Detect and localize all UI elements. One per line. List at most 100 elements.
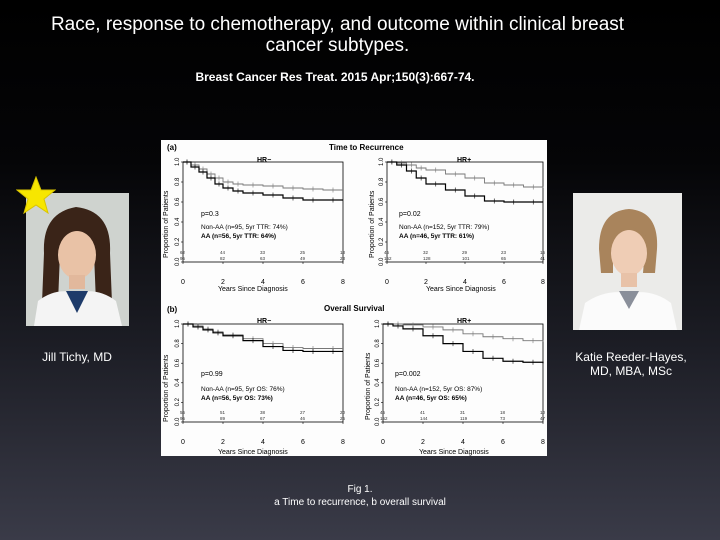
figure-caption-text: a Time to recurrence, b overall survival <box>274 497 446 508</box>
a-hrneg-at-risk-count: 13 <box>340 250 346 255</box>
b-hrpos-at-risk-count: 119 <box>460 416 468 421</box>
a-hrpos-at-risk-count: 101 <box>462 256 470 261</box>
a-hrpos-xtick-label: 4 <box>463 279 467 286</box>
a-hrneg-at-risk-count: 49 <box>300 256 306 261</box>
b-hrpos-title: HR+ <box>457 318 471 325</box>
portrait-katie-reeder-hayes <box>573 193 682 330</box>
figure-caption: Fig 1. a Time to recurrence, b overall s… <box>200 483 520 509</box>
a-hrneg-title: HR− <box>257 157 271 164</box>
b-hrneg-at-risk-count: 56 <box>180 410 186 415</box>
b-hrpos-curve-aa <box>383 323 544 364</box>
a-hrneg-at-risk-count: 25 <box>300 250 306 255</box>
a-hrneg-xtick-label: 6 <box>301 279 305 286</box>
panel-a-label: (a) <box>167 143 177 152</box>
a-hrneg-pvalue: p=0.3 <box>201 211 219 218</box>
a-hrneg-xtick-label: 0 <box>181 279 185 286</box>
a-hrpos-xtick-label: 8 <box>541 279 545 286</box>
b-hrpos-at-risk-count: 18 <box>500 410 506 415</box>
b-hrpos-xtick-label: 4 <box>461 439 465 446</box>
a-hrpos-at-risk-count: 32 <box>423 250 429 255</box>
b-hrneg-at-risk-count: 20 <box>340 410 346 415</box>
b-hrpos-at-risk-count: 46 <box>380 410 386 415</box>
b-hrneg-xtick-label: 2 <box>221 439 225 446</box>
b-hrneg-curve-aa <box>183 323 343 353</box>
panel-b-title: Overall Survival <box>324 304 384 313</box>
a-hrpos-curve-aa <box>387 161 543 203</box>
b-hrneg-ytick-label: 0.6 <box>175 358 181 367</box>
b-hrneg-at-risk-count: 26 <box>340 416 346 421</box>
b-hrneg-ytick-label: 1.0 <box>175 319 181 328</box>
a-hrneg-at-risk-count: 95 <box>180 256 186 261</box>
b-hrpos-ytick-label: 0.0 <box>375 417 381 426</box>
a-hrneg-at-risk-count: 33 <box>260 250 266 255</box>
b-hrneg-legend-nonaa: Non-AA (n=95, 5yr OS: 76%) <box>201 386 285 393</box>
a-hrpos-title: HR+ <box>457 157 471 164</box>
b-hrpos-ytick-label: 0.4 <box>375 378 381 387</box>
figure-caption-number: Fig 1. <box>347 484 373 495</box>
b-hrpos-at-risk-count: 152 <box>380 416 388 421</box>
a-hrpos-xtick-label: 0 <box>385 279 389 286</box>
a-hrpos-at-risk-count: 41 <box>540 256 546 261</box>
a-hrneg-at-risk-count: 62 <box>180 250 186 255</box>
panel-b-hrpos-xlabel: Years Since Diagnosis <box>419 449 489 456</box>
a-hrneg-at-risk-count: 63 <box>260 256 266 261</box>
b-hrpos-ytick-label: 0.2 <box>375 397 381 406</box>
b-hrpos-ytick-label: 0.6 <box>375 358 381 367</box>
b-hrneg-xtick-label: 8 <box>341 439 345 446</box>
a-hrpos-at-risk-count: 29 <box>462 250 468 255</box>
panel-a-title: Time to Recurrence <box>329 143 404 152</box>
b-hrpos-at-risk-count: 73 <box>500 416 506 421</box>
a-hrpos-ytick-label: 0.2 <box>379 237 385 246</box>
b-hrneg-legend-aa: AA (n=56, 5yr OS: 73%) <box>201 395 273 402</box>
a-hrpos-ytick-label: 0.8 <box>379 177 385 186</box>
b-hrpos-pvalue: p=0.002 <box>395 371 421 378</box>
b-hrneg-title: HR− <box>257 318 271 325</box>
b-hrneg-pvalue: p=0.99 <box>201 371 223 378</box>
a-hrneg-legend-nonaa: Non-AA (n=95, 5yr TTR: 74%) <box>201 224 288 231</box>
a-hrneg-xtick-label: 4 <box>261 279 265 286</box>
b-hrpos-xtick-label: 8 <box>541 439 545 446</box>
b-hrpos-at-risk-count: 47 <box>540 416 546 421</box>
a-hrpos-pvalue: p=0.02 <box>399 211 421 218</box>
a-hrpos-at-risk-count: 23 <box>501 250 507 255</box>
panel-a-hrpos-xlabel: Years Since Diagnosis <box>426 286 496 293</box>
a-hrpos-at-risk-count: 46 <box>384 250 390 255</box>
a-hrneg-xtick-label: 2 <box>221 279 225 286</box>
b-hrneg-xtick-label: 6 <box>301 439 305 446</box>
panel-b-hrneg-ylabel: Proportion of Patients <box>163 354 170 422</box>
a-hrneg-ytick-label: 0.8 <box>175 177 181 186</box>
b-hrpos-xtick-label: 0 <box>381 439 385 446</box>
b-hrpos-at-risk-count: 10 <box>540 410 546 415</box>
b-hrpos-legend-aa: AA (n=46, 5yr OS: 65%) <box>395 395 467 402</box>
a-hrneg-curve-aa <box>183 161 343 201</box>
b-hrpos-legend-nonaa: Non-AA (n=152, 5yr OS: 87%) <box>395 386 482 393</box>
b-hrneg-ytick-label: 0.8 <box>175 339 181 348</box>
panel-a-hrneg-ylabel: Proportion of Patients <box>163 190 170 258</box>
b-hrneg-at-risk-count: 67 <box>260 416 266 421</box>
b-hrneg-at-risk-count: 95 <box>180 416 186 421</box>
a-hrpos-legend-nonaa: Non-AA (n=152, 5yr TTR: 79%) <box>399 224 489 231</box>
a-hrpos-at-risk-count: 16 <box>540 250 546 255</box>
b-hrneg-xtick-label: 0 <box>181 439 185 446</box>
a-hrpos-at-risk-count: 128 <box>423 256 431 261</box>
a-hrneg-at-risk-count: 82 <box>220 256 226 261</box>
right-person-name: Katie Reeder-Hayes, MD, MBA, MSc <box>575 350 687 378</box>
a-hrneg-ytick-label: 0.4 <box>175 217 181 226</box>
a-hrpos-xtick-label: 2 <box>424 279 428 286</box>
b-hrpos-ytick-label: 0.8 <box>375 339 381 348</box>
a-hrneg-ytick-label: 0.2 <box>175 237 181 246</box>
a-hrpos-curve-non-aa <box>387 161 544 188</box>
b-hrneg-curve-non-aa <box>183 323 343 349</box>
left-person-name: Jill Tichy, MD <box>42 350 112 364</box>
panel-b-hrpos-ylabel: Proportion of Patients <box>365 352 372 420</box>
citation: Breast Cancer Res Treat. 2015 Apr;150(3)… <box>195 70 475 84</box>
b-hrneg-at-risk-count: 27 <box>300 410 306 415</box>
b-hrneg-ytick-label: 0.4 <box>175 378 181 387</box>
km-figure: (a) Time to Recurrence (b) Overall Survi… <box>161 140 547 456</box>
a-hrpos-legend-aa: AA (n=46, 5yr TTR: 61%) <box>399 233 474 240</box>
panel-b-label: (b) <box>167 305 178 314</box>
a-hrpos-ytick-label: 0.0 <box>379 257 385 266</box>
a-hrneg-at-risk-count: 44 <box>220 250 226 255</box>
b-hrneg-at-risk-count: 51 <box>220 410 226 415</box>
a-hrpos-at-risk-count: 65 <box>501 256 507 261</box>
